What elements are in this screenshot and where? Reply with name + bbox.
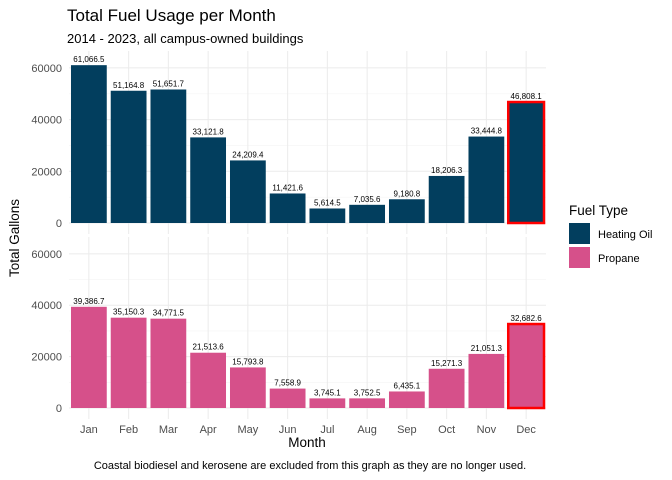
data-label: 3,745.1 (314, 388, 341, 397)
bar-propane-jul (309, 398, 346, 408)
chart-title: Total Fuel Usage per Month (67, 6, 276, 25)
bar-heating-oil-sep (388, 199, 425, 223)
x-axis-title: Month (288, 435, 326, 450)
chart-caption: Coastal biodiesel and kerosene are exclu… (94, 460, 526, 472)
data-label: 33,121.8 (193, 127, 225, 136)
legend-label-1: Propane (598, 253, 640, 265)
data-label: 51,164.8 (113, 81, 145, 90)
panel-0: 0 20000 40000 60000 61,066.5 51,164.8 51,651.7… (31, 51, 546, 234)
data-label: 5,614.5 (314, 198, 341, 207)
data-label: 46,808.1 (511, 92, 543, 101)
data-label: 15,793.8 (232, 357, 264, 366)
legend: Fuel Type Heating Oil Propane (569, 203, 652, 268)
bar-heating-oil-aug (349, 204, 386, 223)
data-label: 61,066.5 (73, 55, 105, 64)
data-label: 11,421.6 (272, 183, 303, 192)
y-tick-label: 0 (56, 403, 62, 415)
bar-propane-may (229, 367, 266, 408)
legend-swatch-0 (569, 223, 590, 244)
bar-heating-oil-jul (309, 208, 346, 223)
data-label: 9,180.8 (394, 189, 421, 198)
data-label: 34,771.5 (153, 309, 185, 318)
y-tick-label: 20000 (31, 166, 62, 178)
data-label: 15,271.3 (431, 359, 463, 368)
data-label: 35,150.3 (113, 308, 145, 317)
x-tick-label-mar: Mar (159, 424, 178, 436)
bar-heating-oil-mar (150, 89, 187, 224)
bar-propane-dec (508, 324, 545, 408)
bar-heating-oil-may (229, 160, 266, 223)
facet-panels: 0 20000 40000 60000 61,066.5 51,164.8 51,651.7… (31, 51, 546, 436)
data-label: 3,752.5 (354, 388, 381, 397)
x-tick-label-aug: Aug (357, 424, 377, 436)
data-label: 21,051.3 (471, 344, 503, 353)
x-tick-label-feb: Feb (119, 424, 138, 436)
data-label: 32,682.6 (511, 314, 543, 323)
data-label: 7,558.9 (274, 379, 301, 388)
bar-heating-oil-dec (508, 102, 545, 223)
data-label: 51,651.7 (153, 80, 185, 89)
data-label: 33,444.8 (471, 127, 503, 136)
data-label: 7,035.6 (354, 195, 381, 204)
x-tick-label-jun: Jun (279, 424, 297, 436)
bar-heating-oil-oct (428, 175, 465, 223)
highlight-outline-dec (506, 100, 546, 225)
highlight-outline-dec (506, 322, 546, 410)
data-label: 24,209.4 (232, 150, 264, 159)
x-tick-label-apr: Apr (200, 424, 217, 436)
x-tick-label-oct: Oct (438, 424, 455, 436)
y-tick-label: 0 (56, 218, 62, 230)
bar-heating-oil-apr (190, 137, 227, 223)
bar-propane-nov (468, 353, 505, 408)
bar-propane-apr (190, 352, 227, 408)
y-tick-label: 40000 (31, 300, 62, 312)
y-axis-title: Total Gallons (7, 199, 22, 277)
x-tick-label-may: May (237, 424, 258, 436)
x-tick-label-sep: Sep (397, 424, 417, 436)
y-tick-label: 40000 (31, 115, 62, 127)
bar-heating-oil-jun (269, 193, 306, 223)
x-tick-label-jan: Jan (80, 424, 98, 436)
bar-propane-jan (70, 306, 107, 408)
data-label: 21,513.6 (193, 343, 225, 352)
y-tick-label: 60000 (31, 63, 62, 75)
bar-propane-oct (428, 368, 465, 408)
x-tick-label-dec: Dec (516, 424, 536, 436)
bar-propane-feb (110, 317, 147, 408)
legend-title: Fuel Type (569, 203, 628, 218)
x-tick-label-nov: Nov (477, 424, 497, 436)
data-label: 6,435.1 (394, 381, 421, 390)
bar-heating-oil-nov (468, 136, 505, 223)
data-label: 18,206.3 (431, 166, 463, 175)
legend-swatch-1 (569, 247, 590, 268)
panel-1: 0 20000 40000 60000 39,386.7 35,150.3 34,771.5… (31, 237, 546, 419)
bar-propane-mar (150, 318, 187, 408)
bar-heating-oil-feb (110, 90, 147, 223)
bar-propane-jun (269, 388, 306, 408)
data-label: 39,386.7 (73, 297, 105, 306)
y-tick-label: 60000 (31, 249, 62, 261)
bar-propane-sep (388, 391, 425, 408)
chart-subtitle: 2014 - 2023, all campus-owned buildings (67, 31, 304, 46)
legend-label-0: Heating Oil (598, 229, 652, 241)
bar-propane-aug (349, 398, 386, 408)
x-tick-label-jul: Jul (320, 424, 334, 436)
bar-heating-oil-jan (70, 65, 107, 223)
y-tick-label: 20000 (31, 352, 62, 364)
